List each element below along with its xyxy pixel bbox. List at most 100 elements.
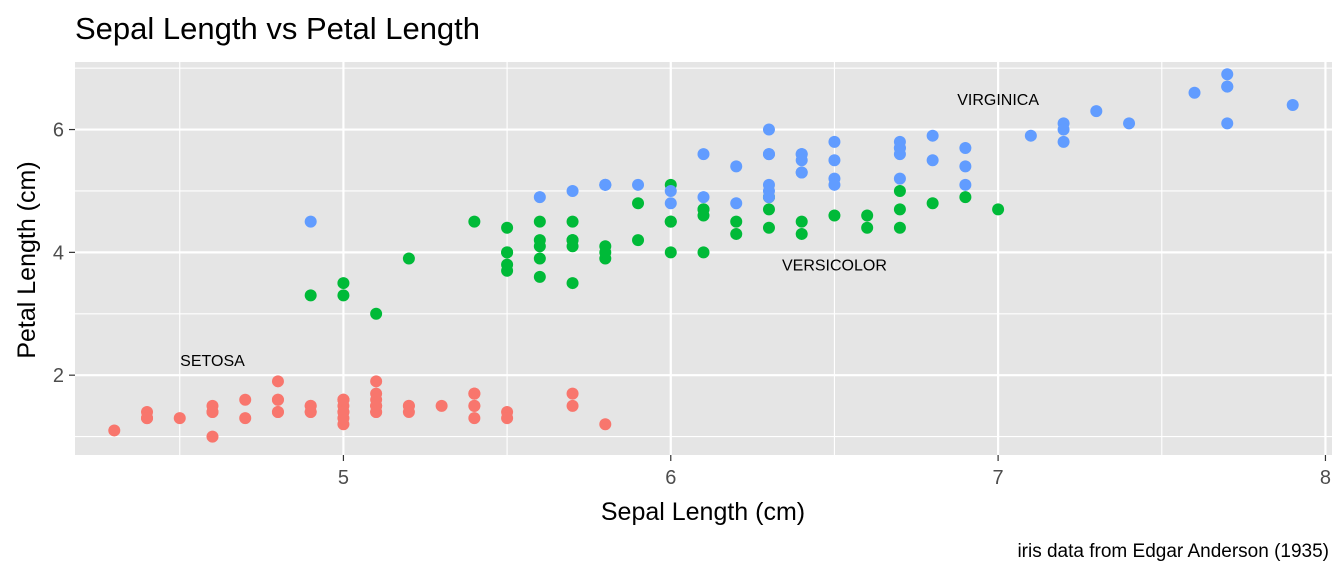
data-point: [566, 277, 579, 290]
data-point: [893, 203, 906, 216]
data-point: [893, 184, 906, 197]
x-tick-label: 5: [338, 467, 349, 489]
data-point: [664, 184, 677, 197]
data-point: [1221, 117, 1234, 130]
data-point: [533, 234, 546, 247]
data-point: [926, 129, 939, 142]
data-point: [566, 240, 579, 253]
data-point: [337, 289, 350, 302]
data-point: [501, 264, 514, 277]
data-point: [337, 406, 350, 419]
x-tick-labels: 5 6 7 8: [338, 467, 1331, 489]
data-point: [337, 393, 350, 406]
data-point: [468, 215, 481, 228]
y-axis-title: Petal Length (cm): [13, 161, 41, 358]
plot-panel: [75, 62, 1332, 455]
x-tick-label: 8: [1320, 467, 1331, 489]
data-point: [632, 234, 645, 247]
data-point: [599, 246, 612, 259]
data-point: [1057, 135, 1070, 148]
data-point: [1188, 86, 1201, 99]
data-point: [861, 221, 874, 234]
data-point: [566, 387, 579, 400]
chart-title: Sepal Length vs Petal Length: [75, 11, 480, 46]
data-point: [566, 215, 579, 228]
data-point: [337, 277, 350, 290]
data-point: [795, 154, 808, 167]
data-point: [304, 215, 317, 228]
data-point: [664, 215, 677, 228]
grid-minor: [75, 62, 1332, 455]
data-point: [762, 184, 775, 197]
data-point: [1123, 117, 1136, 130]
data-point: [697, 148, 710, 161]
data-point: [108, 424, 121, 437]
data-point: [239, 393, 252, 406]
data-point: [370, 393, 383, 406]
data-point: [141, 412, 154, 425]
data-point: [1221, 80, 1234, 93]
data-point: [697, 191, 710, 204]
data-point: [828, 209, 841, 222]
data-point: [664, 246, 677, 259]
chart-caption: iris data from Edgar Anderson (1935): [1017, 541, 1329, 562]
data-point: [992, 203, 1005, 216]
data-point: [566, 184, 579, 197]
data-point: [959, 191, 972, 204]
x-axis-title: Sepal Length (cm): [601, 498, 805, 526]
data-point: [828, 154, 841, 167]
data-point: [959, 160, 972, 173]
data-point: [501, 412, 514, 425]
data-point: [795, 215, 808, 228]
data-point: [533, 191, 546, 204]
data-point: [730, 160, 743, 173]
data-point: [533, 215, 546, 228]
data-point: [1286, 98, 1299, 111]
data-point: [1024, 129, 1037, 142]
data-point: [304, 406, 317, 419]
data-point: [664, 197, 677, 210]
data-point: [828, 172, 841, 185]
x-tick-label: 6: [665, 467, 676, 489]
data-point: [468, 387, 481, 400]
data-point: [435, 399, 448, 412]
data-point: [468, 412, 481, 425]
data-point: [501, 246, 514, 259]
data-point: [271, 406, 284, 419]
data-point: [206, 430, 219, 443]
data-point: [239, 412, 252, 425]
axis-ticks: [69, 128, 1327, 461]
data-point: [730, 197, 743, 210]
data-point: [533, 252, 546, 265]
y-tick-label: 2: [53, 365, 64, 387]
data-point: [762, 221, 775, 234]
data-point: [926, 154, 939, 167]
data-point: [632, 197, 645, 210]
data-point: [762, 123, 775, 136]
data-point: [730, 227, 743, 240]
data-point: [566, 399, 579, 412]
data-point: [1057, 123, 1070, 136]
data-point: [926, 197, 939, 210]
data-point: [795, 227, 808, 240]
data-point: [533, 270, 546, 283]
annotation-label: VIRGINICA: [957, 92, 1039, 109]
data-point: [304, 289, 317, 302]
annotation-label: SETOSA: [180, 353, 245, 370]
data-point: [697, 209, 710, 222]
data-point: [795, 166, 808, 179]
data-point: [370, 375, 383, 388]
data-point: [370, 307, 383, 320]
data-point: [468, 399, 481, 412]
data-point: [893, 172, 906, 185]
x-tick-label: 7: [993, 467, 1004, 489]
data-point: [271, 375, 284, 388]
annotation-label: VERSICOLOR: [782, 258, 887, 275]
data-point: [599, 418, 612, 431]
data-point: [632, 178, 645, 191]
annotations-layer: SETOSA VERSICOLOR VIRGINICA: [180, 92, 1039, 370]
data-point: [271, 393, 284, 406]
data-point: [730, 215, 743, 228]
data-point: [861, 209, 874, 222]
